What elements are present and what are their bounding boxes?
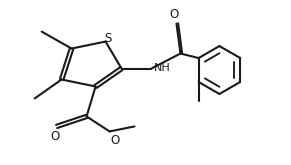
Text: S: S [104,32,111,45]
Text: O: O [50,131,59,143]
Text: O: O [170,8,179,21]
Text: O: O [111,134,120,148]
Text: NH: NH [153,63,170,73]
